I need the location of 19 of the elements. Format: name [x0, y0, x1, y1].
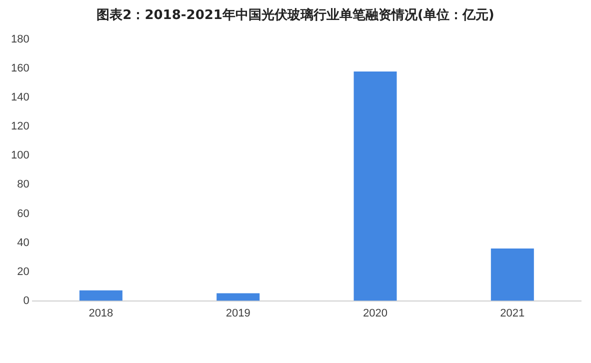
- x-tick-label: 2019: [226, 307, 250, 320]
- bar: [216, 293, 260, 301]
- chart-title: 图表2：2018-2021年中国光伏玻璃行业单笔融资情况(单位：亿元): [96, 6, 496, 24]
- y-tick-label: 180: [10, 34, 30, 46]
- y-tick-label: 0: [23, 294, 30, 307]
- x-tick-label: 2020: [363, 307, 388, 320]
- bar: [79, 290, 122, 301]
- y-tick-label: 40: [17, 236, 30, 249]
- y-tick-label: 60: [17, 208, 30, 220]
- y-tick-label: 20: [17, 266, 30, 278]
- y-tick-label: 140: [10, 92, 30, 104]
- y-tick-label: 80: [17, 178, 30, 191]
- y-tick-label: 120: [10, 120, 30, 133]
- bar: [354, 72, 397, 301]
- y-tick-label: 160: [10, 62, 30, 75]
- x-tick-label: 2018: [88, 307, 114, 320]
- bar: [490, 248, 534, 301]
- x-tick-label: 2021: [500, 307, 525, 320]
- y-tick-label: 100: [10, 150, 30, 162]
